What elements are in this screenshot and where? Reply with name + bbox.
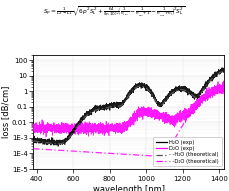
Y-axis label: loss [dB/cm]: loss [dB/cm] — [1, 86, 10, 138]
Legend: H₂O (exp), D₂O (exp), - -H₂O (theoretical), - -D₂O (theoretical): H₂O (exp), D₂O (exp), - -H₂O (theoretica… — [153, 137, 222, 166]
Text: $S_p = \frac{1}{L2-L1}\sqrt{6p^2S_L^2 + \frac{64}{(\ln 10)^2}\!\left(\frac{1}{n_: $S_p = \frac{1}{L2-L1}\sqrt{6p^2S_L^2 + … — [43, 5, 186, 19]
X-axis label: wavelength [nm]: wavelength [nm] — [93, 185, 165, 191]
